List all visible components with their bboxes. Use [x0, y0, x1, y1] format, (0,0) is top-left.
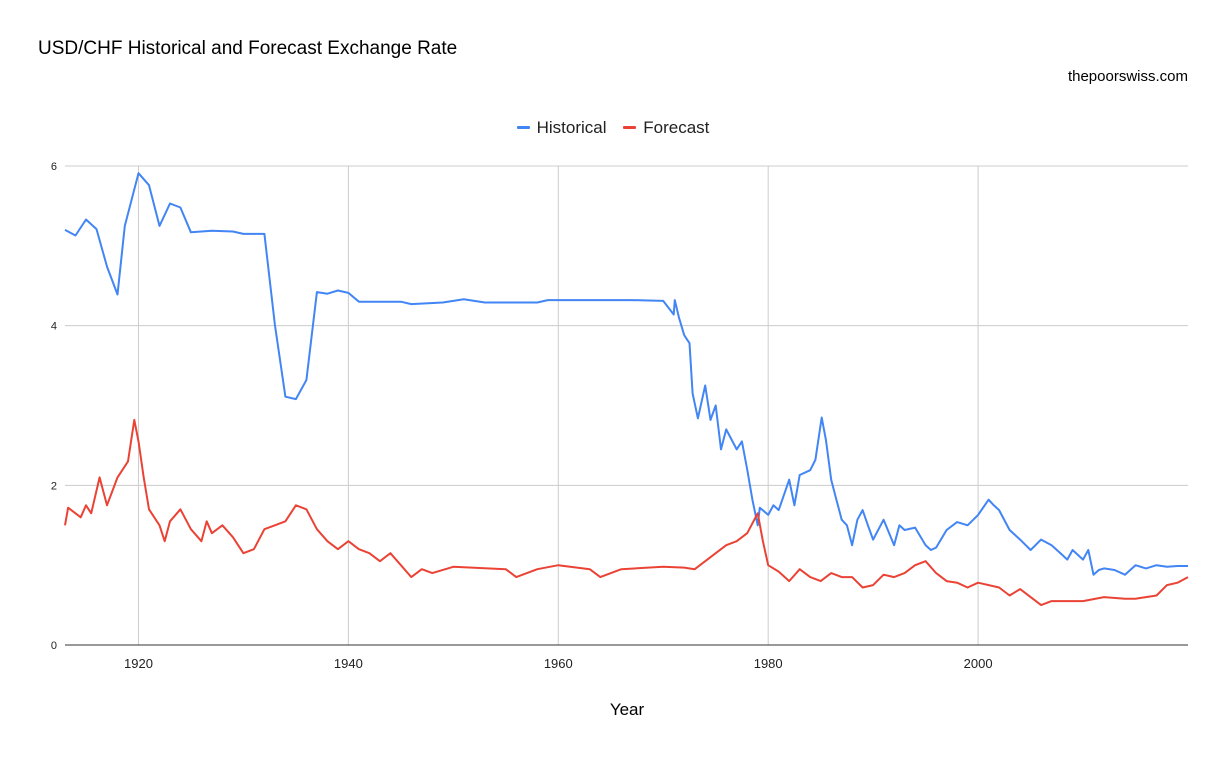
x-tick-label: 2000	[964, 656, 993, 671]
legend-label-historical: Historical	[536, 117, 607, 137]
x-tick-label: 1940	[334, 656, 363, 671]
x-tick-label: 1980	[754, 656, 783, 671]
y-tick-label: 6	[51, 161, 57, 173]
source-label: thepoorswiss.com	[1067, 68, 1188, 85]
x-tick-label: 1960	[544, 656, 573, 671]
series-line-forecast	[64, 418, 1189, 607]
legend-swatch-forecast	[623, 126, 637, 129]
legend-swatch-historical	[516, 126, 530, 129]
legend-item-forecast[interactable]: Forecast	[623, 118, 709, 138]
y-tick-label: 4	[51, 321, 57, 333]
legend-label-forecast: Forecast	[643, 117, 710, 137]
series-line-historical	[64, 172, 1188, 576]
x-tick-label: 1920	[124, 656, 153, 671]
y-tick-label: 0	[51, 640, 57, 652]
legend-item-historical[interactable]: Historical	[516, 117, 607, 138]
legend: Historical Forecast	[0, 114, 1226, 138]
x-axis-label: Year	[609, 700, 645, 719]
chart-title: USD/CHF Historical and Forecast Exchange…	[38, 38, 458, 59]
y-tick-label: 2	[51, 480, 57, 492]
